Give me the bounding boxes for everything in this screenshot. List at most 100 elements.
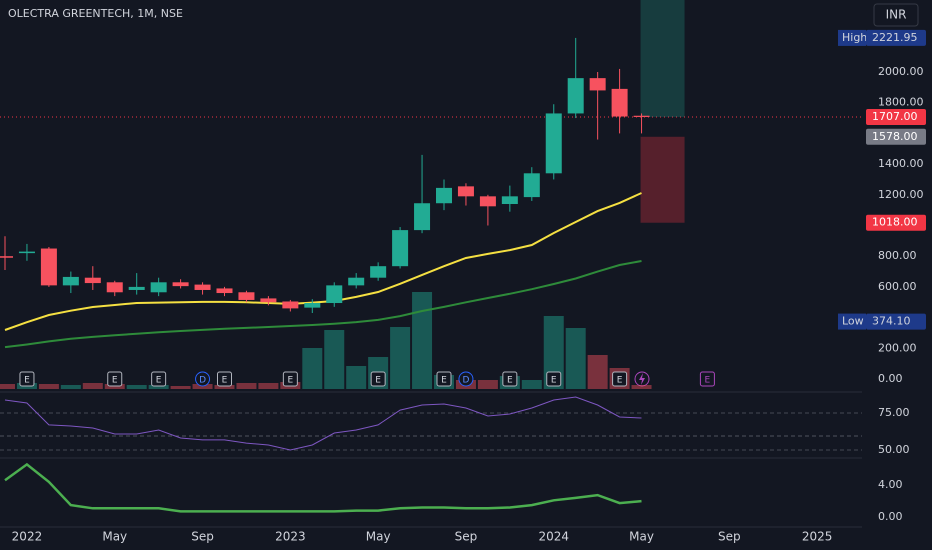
volume-bar	[126, 385, 147, 389]
candle-body	[392, 230, 409, 267]
candle-body	[589, 78, 606, 91]
price-tag-label: 1578.00	[872, 130, 918, 143]
dividend-icon[interactable]	[634, 371, 650, 387]
event-label: E	[551, 376, 557, 386]
volume-bar	[148, 385, 169, 389]
event-marker	[151, 371, 167, 387]
volume-bar	[631, 385, 652, 389]
event-label: D	[462, 376, 469, 386]
candle-body	[0, 256, 13, 258]
volume-bar	[302, 348, 323, 389]
moving-average	[4, 260, 642, 349]
event-marker	[107, 371, 123, 387]
candle-body	[18, 251, 35, 254]
y-tick-label: 2000.00	[878, 65, 924, 78]
candle-body	[150, 282, 167, 293]
moving-average	[4, 192, 642, 331]
volume-bar	[521, 380, 542, 389]
event-label: E	[375, 376, 381, 386]
x-tick-label: Sep	[718, 530, 741, 544]
event-label: E	[441, 376, 447, 386]
x-tick-label: May	[629, 530, 654, 544]
candle-body	[128, 286, 145, 290]
event-marker	[370, 371, 386, 387]
candle-body	[260, 298, 277, 303]
candle-body	[216, 288, 233, 294]
y-tick-label: 0.00	[878, 372, 903, 385]
x-tick-label: 2023	[275, 530, 306, 544]
loss-zone	[640, 136, 685, 223]
indicator-tick-label: 0.00	[878, 510, 903, 523]
candle-body	[62, 276, 79, 286]
event-label: E	[288, 376, 294, 386]
profit-zone	[640, 0, 685, 117]
price-tag	[866, 128, 926, 145]
currency-button[interactable]	[873, 3, 919, 27]
currency-label[interactable]: INR	[886, 8, 907, 22]
marker-name: Low	[842, 315, 864, 328]
y-tick-label: 800.00	[878, 249, 917, 262]
event-label: E	[617, 376, 623, 386]
volume-bar	[82, 383, 103, 389]
price-tag-label: 374.10	[872, 315, 911, 328]
chart-title: OLECTRA GREENTECH, 1M, NSE	[8, 7, 183, 20]
y-tick-label: 1400.00	[878, 157, 924, 170]
volume-bar	[38, 384, 59, 389]
candle-body	[567, 78, 584, 114]
volume-bar	[60, 385, 81, 389]
event-marker	[546, 371, 562, 387]
volume-bar	[477, 380, 498, 389]
rsi-tick-label: 75.00	[878, 406, 910, 419]
volume-bar	[258, 383, 279, 389]
marker-tag	[838, 29, 866, 46]
candle-body	[545, 113, 562, 174]
x-tick-label: 2024	[538, 530, 569, 544]
indicator-tick-label: 4.00	[878, 478, 903, 491]
x-tick-label: May	[102, 530, 127, 544]
candle-body	[436, 187, 452, 204]
candle-body	[194, 284, 211, 290]
volume-bar	[214, 385, 235, 389]
event-label: E	[705, 376, 711, 386]
candle-body	[326, 285, 343, 304]
price-tag-label: 2221.95	[872, 31, 918, 44]
volume-bar	[565, 328, 586, 389]
event-label: E	[112, 376, 118, 386]
event-marker	[19, 371, 35, 387]
event-marker	[217, 371, 232, 387]
price-tag-label: 1707.00	[872, 110, 918, 123]
event-label: E	[24, 376, 30, 386]
event-marker	[195, 371, 211, 387]
event-marker	[436, 371, 452, 387]
event-label: D	[199, 376, 206, 386]
rsi-line	[4, 396, 642, 451]
x-tick-label: May	[366, 530, 391, 544]
event-marker	[282, 371, 298, 387]
y-tick-label: 200.00	[878, 341, 917, 354]
volume-bar	[170, 386, 191, 389]
x-tick-label: Sep	[191, 530, 214, 544]
volume-bar	[324, 330, 345, 389]
volume-bar	[0, 384, 15, 389]
candle-body	[238, 292, 255, 300]
y-tick-label: 1800.00	[878, 96, 924, 109]
event-marker	[458, 371, 474, 387]
marker-name: High	[842, 31, 867, 44]
x-tick-label: 2025	[802, 530, 833, 544]
rsi-tick-label: 50.00	[878, 443, 910, 456]
candle-body	[304, 303, 321, 308]
candle-body	[84, 277, 101, 284]
event-marker	[699, 371, 715, 387]
volume-bar	[412, 292, 433, 389]
candle-body	[172, 282, 189, 287]
candle-body	[611, 88, 628, 117]
candle-body	[633, 115, 650, 117]
candle-body	[414, 203, 431, 231]
candle-body	[40, 248, 57, 286]
marker-tag	[838, 313, 866, 330]
candle-body	[501, 196, 518, 205]
x-tick-label: Sep	[455, 530, 478, 544]
y-tick-label: 600.00	[878, 280, 917, 293]
